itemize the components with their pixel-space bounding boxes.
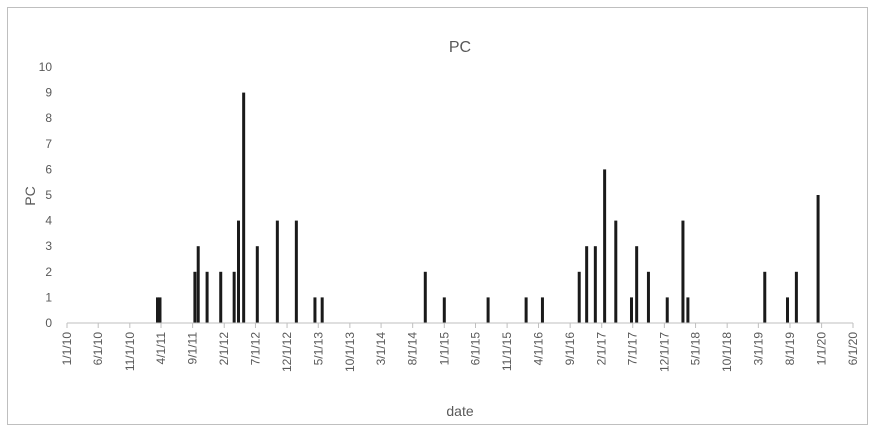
y-tick-label: 8 bbox=[45, 111, 52, 125]
bar bbox=[423, 271, 427, 323]
y-tick-label: 4 bbox=[45, 214, 52, 228]
bar bbox=[275, 220, 279, 323]
bar-chart: PC PC date 0 1 2 3 4 5 6 7 8 9 10 1/1/10 6/1/10 11/1… bbox=[22, 39, 860, 419]
bar bbox=[763, 271, 767, 323]
x-tick-label: 4/1/11 bbox=[154, 332, 168, 365]
x-tick-label: 12/1/12 bbox=[280, 332, 294, 372]
bar bbox=[486, 297, 490, 323]
x-axis-label: date bbox=[446, 403, 473, 419]
bar-series bbox=[156, 92, 820, 323]
bar bbox=[794, 271, 798, 323]
bar bbox=[786, 297, 789, 323]
x-tick-label: 3/1/14 bbox=[374, 332, 388, 366]
bar bbox=[294, 220, 298, 323]
y-tick-label: 0 bbox=[45, 316, 52, 330]
bar bbox=[313, 297, 317, 323]
x-tick-label: 3/1/19 bbox=[751, 332, 765, 366]
x-tick-label: 8/1/19 bbox=[783, 332, 797, 366]
bar bbox=[603, 169, 607, 323]
y-tick-label: 6 bbox=[45, 162, 52, 176]
bar bbox=[646, 271, 650, 323]
x-tick-label: 10/1/13 bbox=[343, 332, 357, 372]
bar bbox=[593, 246, 597, 323]
y-tick-label: 5 bbox=[45, 188, 52, 202]
y-tick-label: 9 bbox=[45, 86, 52, 100]
x-tick-label: 1/1/10 bbox=[60, 332, 74, 366]
bar bbox=[196, 246, 200, 323]
y-axis: 0 1 2 3 4 5 6 7 8 9 10 bbox=[39, 60, 53, 330]
y-tick-label: 3 bbox=[45, 239, 52, 253]
x-tick-label: 1/1/20 bbox=[815, 332, 829, 366]
bar bbox=[614, 220, 618, 323]
x-tick-label: 7/1/12 bbox=[248, 332, 262, 366]
bar bbox=[686, 297, 690, 323]
bar bbox=[816, 195, 820, 323]
x-tick-label: 6/1/20 bbox=[846, 332, 860, 366]
x-tick-label: 5/1/18 bbox=[689, 332, 703, 366]
bar bbox=[232, 271, 236, 323]
bar bbox=[205, 271, 209, 323]
bar bbox=[629, 297, 633, 323]
bar bbox=[665, 297, 669, 323]
x-tick-label: 7/1/17 bbox=[626, 332, 640, 366]
bar bbox=[158, 297, 162, 323]
bar bbox=[540, 297, 544, 323]
y-axis-label: PC bbox=[22, 186, 38, 205]
x-tick-label: 1/1/15 bbox=[437, 332, 451, 366]
bar bbox=[236, 220, 240, 323]
bar bbox=[156, 297, 160, 323]
bar bbox=[219, 271, 223, 323]
chart-title: PC bbox=[449, 39, 471, 56]
bar bbox=[524, 297, 528, 323]
y-tick-label: 10 bbox=[39, 60, 53, 74]
bar bbox=[320, 297, 324, 323]
x-tick-label: 2/1/12 bbox=[217, 332, 231, 366]
bar bbox=[193, 271, 197, 323]
x-tick-label: 2/1/17 bbox=[595, 332, 609, 366]
x-tick-label: 11/1/10 bbox=[123, 332, 137, 371]
x-tick-label: 10/1/18 bbox=[720, 332, 734, 372]
y-tick-label: 2 bbox=[45, 265, 52, 279]
bar bbox=[635, 246, 639, 323]
bar bbox=[242, 92, 246, 323]
chart-area: PC PC date 0 1 2 3 4 5 6 7 8 9 10 1/1/10 6/1/10 11/1… bbox=[7, 7, 868, 425]
x-tick-label: 9/1/11 bbox=[186, 332, 200, 365]
x-tick-label: 6/1/15 bbox=[468, 332, 482, 366]
bar bbox=[577, 271, 581, 323]
x-tick-label: 9/1/16 bbox=[563, 332, 577, 366]
y-tick-label: 7 bbox=[45, 137, 52, 151]
x-tick-label: 11/1/15 bbox=[500, 332, 514, 371]
y-tick-label: 1 bbox=[45, 290, 52, 304]
bar bbox=[585, 246, 589, 323]
bar bbox=[681, 220, 685, 323]
x-tick-label: 8/1/14 bbox=[406, 332, 420, 366]
x-tick-label: 4/1/16 bbox=[532, 332, 546, 366]
x-tick-label: 5/1/13 bbox=[311, 332, 325, 366]
x-tick-label: 12/1/17 bbox=[657, 332, 671, 372]
bar bbox=[255, 246, 259, 323]
x-tick-label: 6/1/10 bbox=[91, 332, 105, 366]
bar bbox=[442, 297, 446, 323]
x-axis: 1/1/10 6/1/10 11/1/10 4/1/11 9/1/11 2/1/12 7/1… bbox=[60, 323, 860, 372]
